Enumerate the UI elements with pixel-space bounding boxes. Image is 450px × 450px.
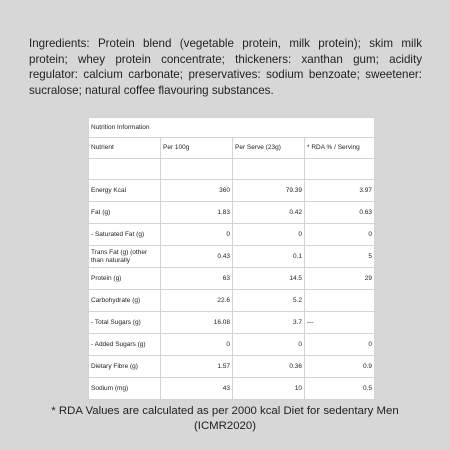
per-100g-value: 63 bbox=[161, 268, 233, 290]
nutrient-name: - Total Sugars (g) bbox=[89, 312, 161, 334]
per-serve-value: 0.42 bbox=[233, 202, 305, 224]
rda-value: 0 bbox=[305, 224, 375, 246]
per-serve-value: 0 bbox=[233, 334, 305, 356]
nutrition-table: Nutrition Information Nutrient Per 100g … bbox=[88, 117, 374, 400]
table-row: - Added Sugars (g) 0 0 0 bbox=[89, 334, 375, 356]
rda-footnote: * RDA Values are calculated as per 2000 … bbox=[30, 404, 420, 434]
rda-value: 0.9 bbox=[305, 356, 375, 378]
spacer-cell bbox=[233, 159, 305, 180]
rda-value: 0.5 bbox=[305, 378, 375, 400]
footnote-line-2: (ICMR2020) bbox=[30, 419, 420, 434]
per-serve-value: 0 bbox=[233, 224, 305, 246]
rda-value bbox=[305, 290, 375, 312]
rda-value: 0 bbox=[305, 334, 375, 356]
spacer-cell bbox=[161, 159, 233, 180]
nutrient-name: Fat (g) bbox=[89, 202, 161, 224]
header-rda: * RDA % / Serving bbox=[305, 138, 375, 159]
header-per-serve: Per Serve (23g) bbox=[233, 138, 305, 159]
nutrient-name: Carbohydrate (g) bbox=[89, 290, 161, 312]
per-serve-value: 5.2 bbox=[233, 290, 305, 312]
per-serve-value: 14.5 bbox=[233, 268, 305, 290]
rda-value: 0.63 bbox=[305, 202, 375, 224]
table-row: Dietary Fibre (g) 1.57 0.36 0.9 bbox=[89, 356, 375, 378]
table-row: Fat (g) 1.83 0.42 0.63 bbox=[89, 202, 375, 224]
footnote-line-1: * RDA Values are calculated as per 2000 … bbox=[30, 404, 420, 419]
table-spacer-row bbox=[89, 159, 375, 180]
nutrient-name: Trans Fat (g) (other than naturally bbox=[89, 246, 161, 268]
table-header-row: Nutrient Per 100g Per Serve (23g) * RDA … bbox=[89, 138, 375, 159]
table-title: Nutrition Information bbox=[89, 118, 375, 138]
rda-value: 3.97 bbox=[305, 180, 375, 202]
table-row: Trans Fat (g) (other than naturally 0.43 0… bbox=[89, 246, 375, 268]
table-row: Protein (g) 63 14.5 29 bbox=[89, 268, 375, 290]
per-100g-value: 43 bbox=[161, 378, 233, 400]
per-100g-value: 16.08 bbox=[161, 312, 233, 334]
spacer-cell bbox=[305, 159, 375, 180]
per-serve-value: 79.39 bbox=[233, 180, 305, 202]
rda-value: 29 bbox=[305, 268, 375, 290]
table-row: - Saturated Fat (g) 0 0 0 bbox=[89, 224, 375, 246]
per-100g-value: 0.43 bbox=[161, 246, 233, 268]
nutrition-table-grid: Nutrition Information Nutrient Per 100g … bbox=[88, 117, 375, 400]
nutrient-name: - Added Sugars (g) bbox=[89, 334, 161, 356]
per-100g-value: 360 bbox=[161, 180, 233, 202]
spacer-cell bbox=[89, 159, 161, 180]
per-100g-value: 0 bbox=[161, 224, 233, 246]
rda-value: --- bbox=[305, 312, 375, 334]
table-row: - Total Sugars (g) 16.08 3.7 --- bbox=[89, 312, 375, 334]
table-row: Carbohydrate (g) 22.6 5.2 bbox=[89, 290, 375, 312]
table-title-row: Nutrition Information bbox=[89, 118, 375, 138]
header-per-100g: Per 100g bbox=[161, 138, 233, 159]
per-100g-value: 0 bbox=[161, 334, 233, 356]
rda-value: 5 bbox=[305, 246, 375, 268]
table-row: Sodium (mg) 43 10 0.5 bbox=[89, 378, 375, 400]
nutrient-name: - Saturated Fat (g) bbox=[89, 224, 161, 246]
nutrient-name: Protein (g) bbox=[89, 268, 161, 290]
per-100g-value: 1.57 bbox=[161, 356, 233, 378]
header-nutrient: Nutrient bbox=[89, 138, 161, 159]
per-serve-value: 3.7 bbox=[233, 312, 305, 334]
per-serve-value: 0.1 bbox=[233, 246, 305, 268]
per-serve-value: 10 bbox=[233, 378, 305, 400]
table-row: Energy Kcal 360 79.39 3.97 bbox=[89, 180, 375, 202]
nutrient-name: Sodium (mg) bbox=[89, 378, 161, 400]
nutrient-name: Energy Kcal bbox=[89, 180, 161, 202]
ingredients-text: Ingredients: Protein blend (vegetable pr… bbox=[29, 36, 422, 98]
per-100g-value: 22.6 bbox=[161, 290, 233, 312]
nutrient-name: Dietary Fibre (g) bbox=[89, 356, 161, 378]
per-serve-value: 0.36 bbox=[233, 356, 305, 378]
per-100g-value: 1.83 bbox=[161, 202, 233, 224]
